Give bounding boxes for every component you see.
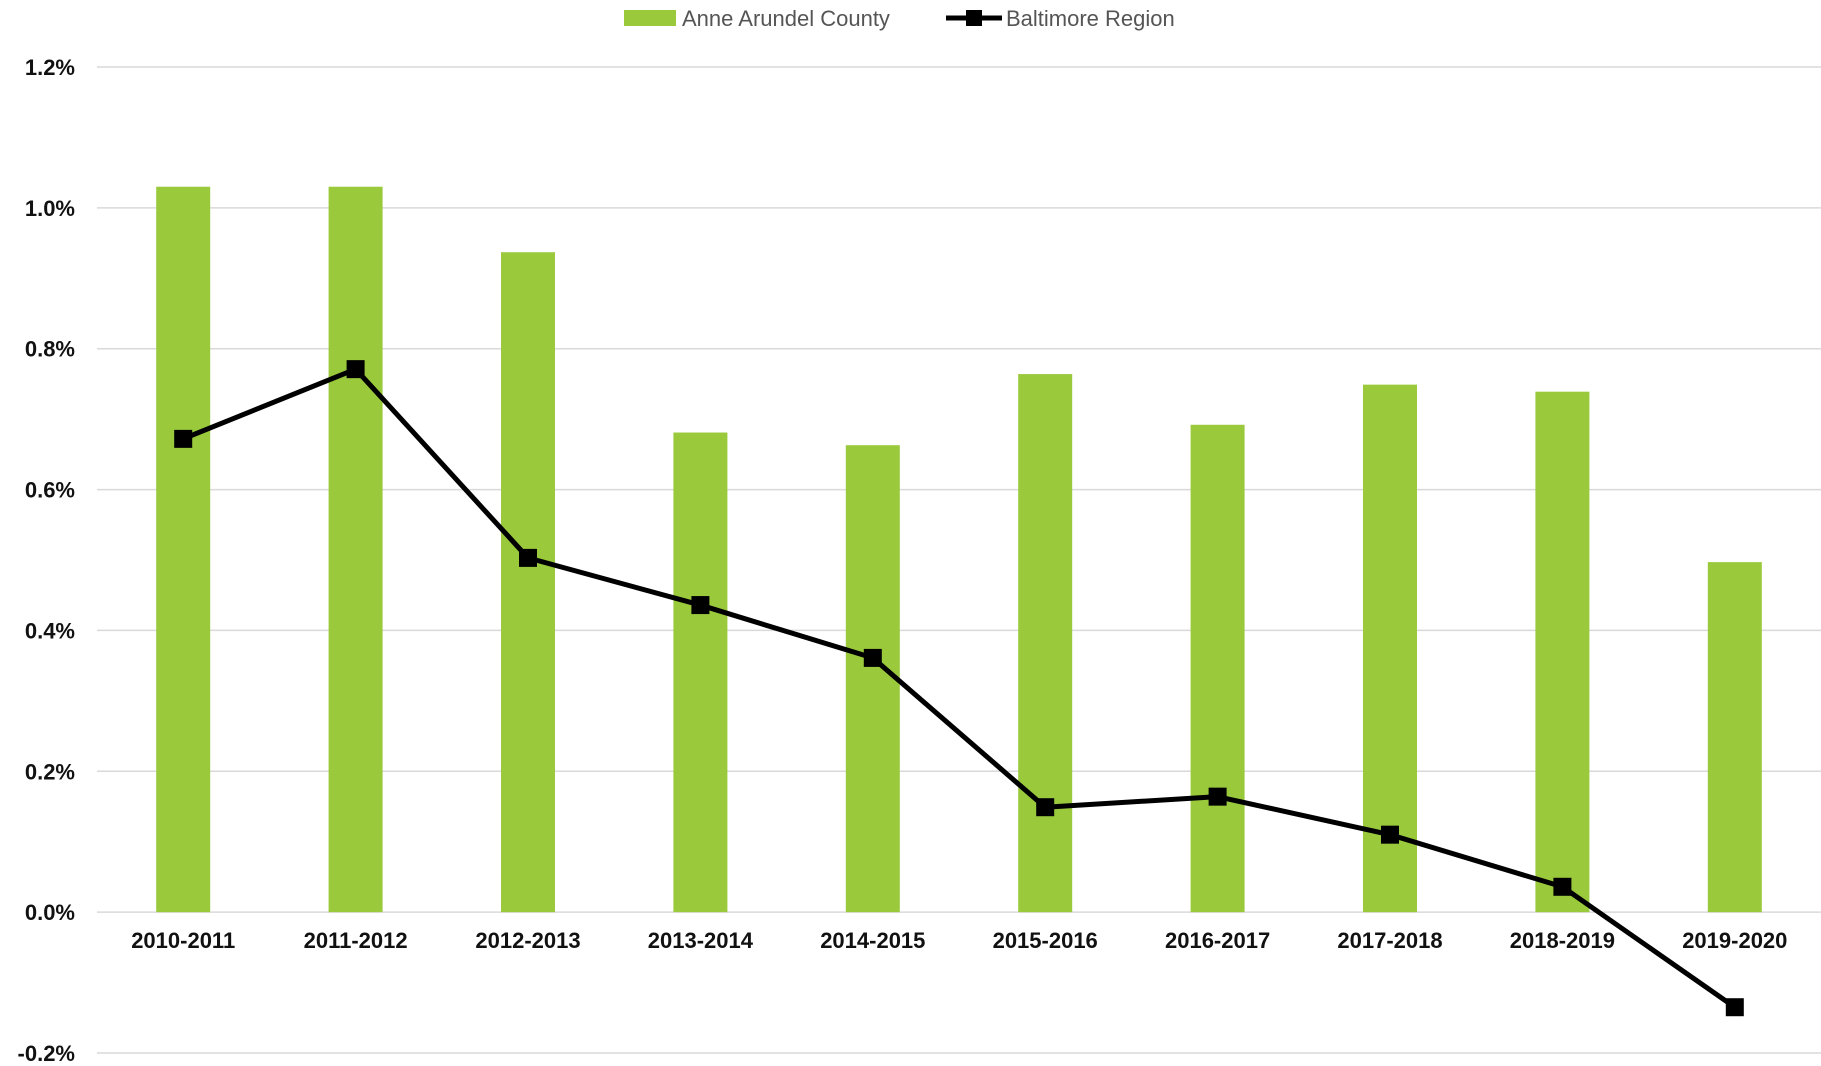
x-tick-label: 2016-2017 (1165, 928, 1270, 953)
line-marker (1725, 998, 1744, 1017)
bar (1363, 384, 1417, 913)
x-tick-label: 2010-2011 (131, 928, 235, 953)
line-marker (691, 596, 710, 615)
x-tick-label: 2011-2012 (304, 928, 408, 953)
y-tick-label: 0.0% (25, 900, 75, 925)
line-marker (346, 360, 365, 379)
bar (1707, 562, 1762, 913)
x-tick-label: 2012-2013 (475, 928, 580, 953)
y-tick-label: -0.2% (18, 1041, 75, 1066)
x-axis-ticks: 2010-2011 2011-2012 2012-2013 2013-2014 2014… (131, 928, 1787, 953)
x-tick-label: 2015-2016 (993, 928, 1098, 953)
bar-series (156, 186, 1762, 913)
y-tick-label: 1.2% (25, 55, 75, 80)
x-tick-label: 2017-2018 (1337, 928, 1442, 953)
x-tick-label: 2019-2020 (1682, 928, 1787, 953)
y-axis-ticks: 1.2% 1.0% 0.8% 0.6% 0.4% 0.2% 0.0% -0.2% (18, 55, 75, 1066)
legend-swatch-anne-arundel (624, 10, 676, 26)
y-tick-label: 0.6% (25, 478, 75, 503)
line-marker (863, 648, 882, 667)
bar (1018, 374, 1073, 913)
line-marker (519, 548, 537, 567)
bar (501, 252, 555, 913)
line-marker (1208, 787, 1227, 806)
x-tick-label: 2014-2015 (820, 928, 925, 953)
grid-lines (97, 66, 1821, 1054)
line-marker (1036, 798, 1055, 817)
x-tick-label: 2018-2019 (1510, 928, 1615, 953)
y-tick-label: 0.8% (25, 337, 75, 362)
bar (328, 186, 383, 913)
line-marker (1381, 825, 1399, 844)
legend-label-baltimore: Baltimore Region (1006, 6, 1175, 31)
y-tick-label: 0.4% (25, 618, 75, 643)
bar (1190, 424, 1245, 913)
y-tick-label: 1.0% (25, 196, 75, 221)
bar (1535, 391, 1590, 913)
y-tick-label: 0.2% (25, 759, 75, 784)
x-tick-label: 2013-2014 (648, 928, 754, 953)
legend: Anne Arundel County Baltimore Region (624, 6, 1175, 31)
bar (156, 186, 211, 913)
line-series (174, 360, 1744, 1017)
line-marker (1553, 877, 1572, 896)
line-marker (174, 429, 193, 448)
series-line (182, 366, 1737, 1010)
bar (673, 432, 728, 913)
bar (845, 445, 900, 913)
legend-label-anne-arundel: Anne Arundel County (682, 6, 890, 31)
legend-marker-baltimore (966, 10, 982, 26)
